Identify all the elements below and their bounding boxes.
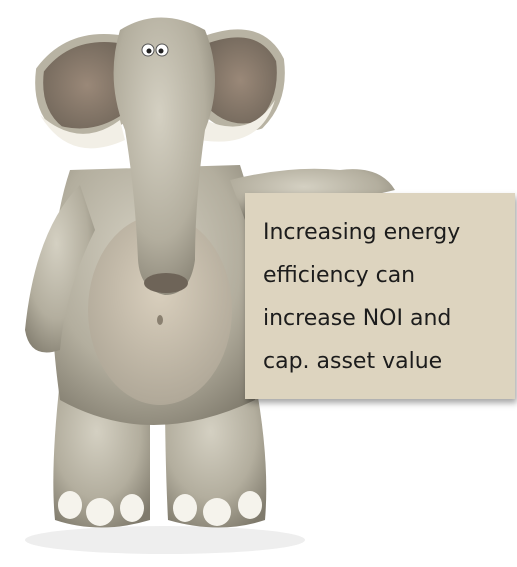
sign-line: cap. asset value: [263, 340, 515, 383]
page: Increasing energy efficiency can increas…: [0, 0, 517, 567]
sign-line: Increasing energy: [263, 211, 515, 254]
sign: Increasing energy efficiency can increas…: [245, 193, 515, 399]
sign-line: efficiency can: [263, 254, 515, 297]
sign-line: increase NOI and: [263, 297, 515, 340]
